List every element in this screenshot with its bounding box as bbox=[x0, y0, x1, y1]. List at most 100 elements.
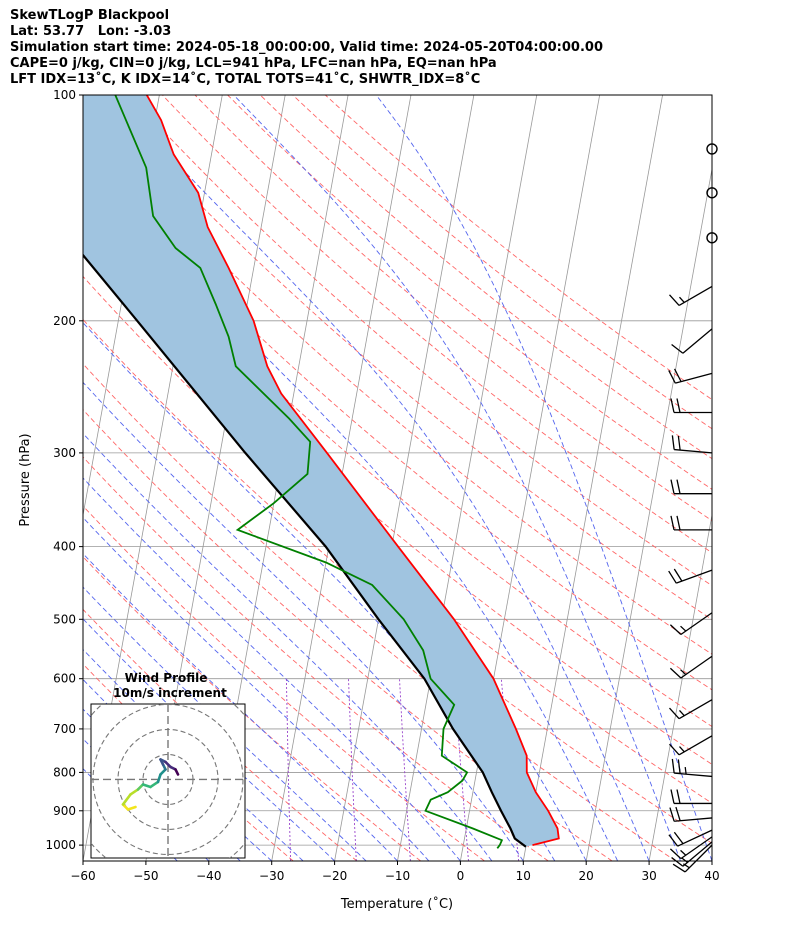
x-tick-label: 10 bbox=[516, 869, 531, 883]
barb-half-flag bbox=[679, 296, 685, 303]
wind-barb bbox=[678, 699, 713, 720]
barb-flag bbox=[669, 667, 682, 679]
hodograph-segment bbox=[141, 783, 152, 789]
x-tick-label: 40 bbox=[704, 869, 719, 883]
barb-flag bbox=[676, 515, 681, 531]
y-tick-label: 500 bbox=[53, 612, 76, 626]
y-tick-label: 600 bbox=[53, 672, 76, 686]
isotherm bbox=[711, 858, 712, 861]
barb-flag bbox=[672, 863, 686, 873]
wind-barb bbox=[678, 735, 713, 756]
x-axis-label: Temperature (˚C) bbox=[340, 896, 453, 912]
dry-adiabat bbox=[324, 95, 712, 401]
y-tick-label: 900 bbox=[53, 804, 76, 818]
wind-barb bbox=[682, 841, 713, 867]
sounding-profiles bbox=[83, 95, 560, 849]
barb-flag bbox=[669, 707, 680, 720]
wind-barb bbox=[677, 829, 713, 847]
dry-adiabat bbox=[83, 409, 613, 861]
calm-wind-marker bbox=[706, 143, 718, 155]
barb-half-flag bbox=[680, 849, 687, 856]
dry-adiabat bbox=[292, 95, 712, 430]
wind-barb bbox=[674, 817, 713, 822]
dry-adiabat bbox=[83, 193, 712, 728]
barb-flag bbox=[669, 743, 680, 756]
dry-adiabat bbox=[83, 456, 549, 861]
parcel-line bbox=[83, 253, 527, 848]
x-tick-label: −10 bbox=[385, 869, 410, 883]
barb-flag bbox=[671, 856, 684, 867]
hodograph-segment bbox=[121, 793, 132, 806]
dry-adiabat bbox=[83, 318, 712, 844]
params-line: CAPE=0 j/kg, CIN=0 j/kg, LCL=941 hPa, LF… bbox=[10, 56, 497, 71]
wind-barb bbox=[674, 772, 713, 778]
wind-barb bbox=[684, 844, 713, 873]
mixing-ratio-line bbox=[348, 678, 357, 861]
location-line: Lat: 53.77 Lon: -3.03 bbox=[10, 24, 172, 39]
moist-adiabat bbox=[113, 95, 650, 861]
mixing-ratio-line bbox=[399, 678, 411, 861]
barb-flag bbox=[676, 479, 681, 494]
moist-adiabat bbox=[233, 95, 681, 861]
wind-barb bbox=[682, 328, 713, 354]
moist-adiabat bbox=[83, 165, 619, 861]
wind-barb bbox=[676, 569, 713, 584]
x-tick-label: −60 bbox=[70, 869, 95, 883]
isotherm bbox=[83, 95, 97, 172]
isotherm bbox=[648, 512, 712, 861]
x-tick-label: −40 bbox=[196, 869, 221, 883]
barb-flag bbox=[677, 759, 681, 774]
dry-adiabat bbox=[83, 275, 712, 804]
moist-adiabat bbox=[83, 432, 493, 861]
parcel-shading bbox=[83, 95, 559, 847]
hodograph-segment bbox=[174, 768, 180, 776]
barb-flag bbox=[675, 806, 681, 821]
temperature-line bbox=[146, 95, 560, 846]
dry-adiabat bbox=[96, 95, 712, 621]
wind-barb bbox=[680, 612, 713, 636]
barb-flag bbox=[673, 368, 682, 382]
hodograph-segment bbox=[149, 780, 160, 789]
barb-flag bbox=[671, 435, 675, 450]
y-tick-label: 800 bbox=[53, 765, 76, 779]
hodograph-segment bbox=[129, 788, 140, 796]
chart-header: SkewTLogP Blackpool Lat: 53.77 Lon: -3.0… bbox=[10, 8, 603, 88]
barb-flag bbox=[669, 294, 680, 306]
x-tick-label: −50 bbox=[133, 869, 158, 883]
barb-flag bbox=[670, 398, 675, 413]
y-tick-label: 1000 bbox=[45, 838, 76, 852]
x-tick-label: −30 bbox=[259, 869, 284, 883]
hodograph-plot bbox=[91, 704, 245, 858]
dry-adiabat bbox=[194, 95, 712, 522]
barb-flag bbox=[673, 568, 683, 582]
dry-adiabat bbox=[227, 95, 712, 490]
moist-adiabat bbox=[83, 516, 430, 861]
moist-adiabat bbox=[83, 381, 524, 861]
hodograph-segment bbox=[156, 773, 162, 784]
isotherm bbox=[522, 95, 663, 861]
wind-barb bbox=[674, 448, 713, 454]
hodograph-subtitle: 10m/s increment bbox=[113, 686, 227, 700]
barb-flag bbox=[677, 435, 681, 451]
wind-barb bbox=[678, 285, 713, 307]
dewpoint-line bbox=[114, 95, 504, 849]
barb-flag bbox=[668, 370, 676, 384]
indices-line: LFT IDX=13˚C, K IDX=14˚C, TOTAL TOTS=41˚… bbox=[10, 72, 481, 87]
barb-half-flag bbox=[679, 746, 685, 753]
wind-barb bbox=[675, 372, 713, 384]
dry-adiabat bbox=[162, 95, 712, 554]
wind-barb bbox=[680, 655, 713, 679]
chart-title: SkewTLogP Blackpool bbox=[10, 8, 170, 23]
mixing-ratio-line bbox=[285, 678, 292, 861]
barb-flag bbox=[669, 624, 682, 635]
barb-flag bbox=[668, 834, 679, 847]
hodograph-title: Wind Profile bbox=[125, 671, 208, 685]
dry-adiabat bbox=[129, 95, 712, 587]
barb-flag bbox=[669, 848, 682, 860]
y-tick-label: 100 bbox=[53, 88, 76, 102]
calm-wind-marker bbox=[706, 187, 718, 199]
dry-adiabat bbox=[83, 556, 421, 861]
barb-flag bbox=[673, 831, 684, 845]
hodograph-segment bbox=[126, 805, 137, 811]
